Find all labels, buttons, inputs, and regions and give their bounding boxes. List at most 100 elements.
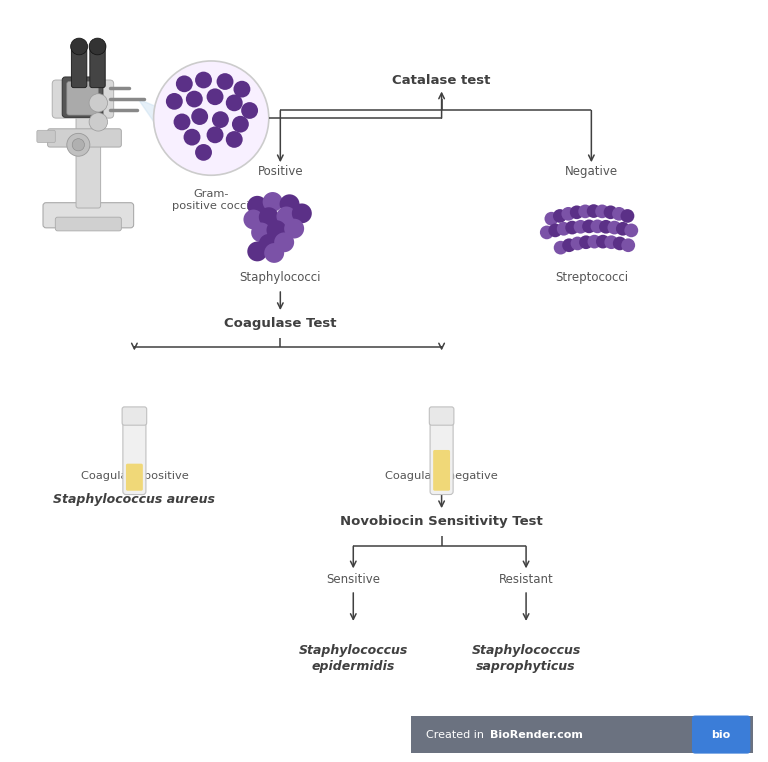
- Circle shape: [247, 242, 267, 261]
- Circle shape: [166, 93, 183, 110]
- Circle shape: [596, 235, 610, 248]
- FancyBboxPatch shape: [411, 716, 753, 753]
- Text: Negative: Negative: [564, 165, 618, 178]
- FancyBboxPatch shape: [122, 407, 147, 425]
- FancyBboxPatch shape: [55, 217, 121, 231]
- Circle shape: [607, 221, 621, 235]
- Circle shape: [574, 220, 588, 234]
- Circle shape: [561, 207, 575, 221]
- FancyBboxPatch shape: [123, 420, 146, 495]
- Text: Staphylococci: Staphylococci: [240, 271, 321, 283]
- Circle shape: [604, 235, 618, 249]
- Text: Coagulase Test: Coagulase Test: [224, 317, 336, 331]
- Circle shape: [71, 38, 88, 55]
- Circle shape: [89, 38, 106, 55]
- Circle shape: [232, 116, 249, 133]
- Text: Coagulase negative: Coagulase negative: [386, 471, 498, 482]
- Circle shape: [588, 235, 601, 248]
- Text: Novobiocin Sensitivity Test: Novobiocin Sensitivity Test: [340, 515, 543, 529]
- Circle shape: [604, 206, 617, 219]
- FancyBboxPatch shape: [429, 407, 454, 425]
- Circle shape: [612, 207, 626, 221]
- Circle shape: [284, 219, 304, 239]
- Circle shape: [624, 223, 638, 237]
- FancyBboxPatch shape: [37, 130, 55, 142]
- Circle shape: [89, 113, 108, 131]
- Circle shape: [226, 131, 243, 148]
- Text: Catalase test: Catalase test: [392, 73, 491, 87]
- Circle shape: [207, 126, 223, 143]
- Circle shape: [174, 114, 190, 130]
- Circle shape: [184, 129, 200, 146]
- Circle shape: [212, 111, 229, 128]
- Text: Created in: Created in: [426, 729, 488, 740]
- Circle shape: [621, 239, 635, 252]
- FancyBboxPatch shape: [62, 77, 103, 117]
- Circle shape: [226, 94, 243, 111]
- Circle shape: [548, 223, 562, 237]
- Text: Streptococci: Streptococci: [554, 271, 628, 283]
- Text: Staphylococcus aureus: Staphylococcus aureus: [54, 492, 215, 506]
- Circle shape: [241, 102, 258, 119]
- Circle shape: [67, 133, 90, 156]
- FancyBboxPatch shape: [430, 420, 453, 495]
- Circle shape: [259, 207, 279, 227]
- Circle shape: [562, 239, 576, 252]
- Circle shape: [553, 209, 567, 223]
- Circle shape: [176, 75, 193, 92]
- Circle shape: [616, 222, 630, 235]
- Circle shape: [545, 212, 558, 226]
- Circle shape: [72, 139, 84, 151]
- Circle shape: [217, 73, 233, 90]
- FancyBboxPatch shape: [67, 82, 98, 115]
- Circle shape: [154, 61, 269, 175]
- Text: Resistant: Resistant: [498, 572, 554, 586]
- Text: Staphylococcus
epidermidis: Staphylococcus epidermidis: [299, 644, 408, 674]
- Circle shape: [595, 204, 609, 218]
- FancyBboxPatch shape: [433, 450, 450, 491]
- Circle shape: [233, 81, 250, 98]
- Text: Sensitive: Sensitive: [326, 572, 380, 586]
- Circle shape: [266, 220, 286, 240]
- FancyBboxPatch shape: [126, 463, 143, 491]
- Circle shape: [274, 232, 294, 252]
- Circle shape: [195, 144, 212, 161]
- Circle shape: [582, 219, 596, 233]
- Circle shape: [591, 219, 604, 233]
- Circle shape: [276, 207, 296, 226]
- Circle shape: [554, 241, 568, 255]
- Polygon shape: [138, 99, 252, 147]
- Circle shape: [565, 221, 579, 235]
- Circle shape: [259, 234, 279, 254]
- Circle shape: [251, 223, 271, 242]
- Text: Coagulase positive: Coagulase positive: [81, 471, 188, 482]
- Circle shape: [191, 108, 208, 125]
- Text: BioRender.com: BioRender.com: [490, 729, 583, 740]
- FancyBboxPatch shape: [76, 112, 101, 208]
- Circle shape: [247, 196, 267, 216]
- Circle shape: [292, 203, 312, 223]
- Circle shape: [540, 226, 554, 239]
- FancyBboxPatch shape: [692, 716, 750, 754]
- Text: Staphylococcus
saprophyticus: Staphylococcus saprophyticus: [472, 644, 581, 674]
- Circle shape: [599, 220, 613, 234]
- FancyBboxPatch shape: [48, 129, 121, 147]
- FancyBboxPatch shape: [71, 43, 87, 88]
- Circle shape: [570, 206, 584, 219]
- Circle shape: [186, 91, 203, 107]
- Text: bio: bio: [711, 729, 731, 740]
- Circle shape: [587, 204, 601, 218]
- Circle shape: [89, 94, 108, 112]
- Circle shape: [613, 236, 627, 250]
- Circle shape: [557, 222, 571, 235]
- FancyBboxPatch shape: [43, 203, 134, 228]
- Circle shape: [280, 194, 300, 214]
- Circle shape: [621, 209, 634, 223]
- Circle shape: [207, 88, 223, 105]
- Circle shape: [578, 204, 592, 218]
- Circle shape: [243, 210, 263, 229]
- Circle shape: [571, 236, 584, 250]
- Circle shape: [263, 192, 283, 212]
- Circle shape: [264, 243, 284, 263]
- Circle shape: [579, 235, 593, 249]
